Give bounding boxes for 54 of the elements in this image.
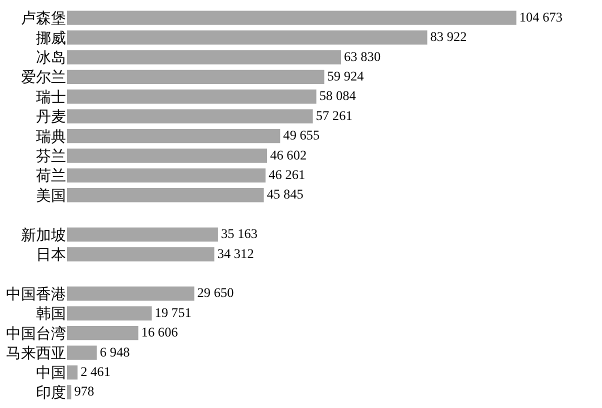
y-tick-label: 美国 (36, 187, 66, 204)
y-tick-label: 爱尔兰 (21, 69, 66, 86)
bar (67, 10, 516, 25)
data-label: 58 084 (319, 88, 356, 104)
bar (67, 365, 78, 380)
y-tick-label: 卢森堡 (21, 10, 66, 28)
bar (67, 188, 264, 202)
y-tick-label: 冰岛 (36, 49, 66, 66)
y-tick-label: 挪威 (36, 30, 66, 47)
bar (67, 128, 280, 144)
data-label: 16 606 (141, 324, 178, 340)
bar (67, 109, 313, 124)
bar (67, 50, 342, 64)
data-label: 49 655 (283, 128, 320, 143)
bar (67, 148, 268, 163)
data-label: 63 830 (344, 48, 381, 64)
data-label: 59 924 (327, 68, 364, 84)
y-tick-label: 新加坡 (21, 226, 66, 244)
y-tick-label: 瑞典 (36, 128, 66, 146)
data-label: 57 261 (316, 108, 352, 123)
data-label: 83 922 (430, 29, 467, 44)
bar (67, 306, 152, 320)
y-tick-label: 中国 (36, 364, 66, 382)
bar (67, 286, 194, 301)
data-label: 46 261 (268, 166, 306, 182)
data-label: 2 461 (80, 364, 110, 379)
y-tick-label: 马来西亚 (6, 345, 66, 362)
data-label: 978 (74, 384, 94, 399)
data-label: 29 650 (197, 285, 234, 300)
y-tick-label: 瑞士 (36, 88, 66, 106)
y-tick-label: 丹麦 (36, 108, 66, 126)
y-tick-label: 芬兰 (36, 148, 66, 165)
data-label: 19 751 (154, 304, 192, 320)
bar (67, 385, 72, 400)
y-tick-label: 中国台湾 (6, 325, 66, 342)
data-label: 104 673 (519, 9, 563, 24)
data-label: 34 312 (217, 246, 254, 261)
bar (67, 247, 214, 262)
bar (67, 30, 428, 45)
data-label: 35 163 (220, 226, 258, 242)
y-tick-label: 印度 (36, 384, 66, 402)
bar (67, 168, 266, 183)
bar (67, 70, 324, 84)
data-label: 6 948 (100, 344, 130, 360)
y-tick-label: 荷兰 (36, 168, 66, 185)
bar (67, 90, 316, 104)
y-tick-label: 中国香港 (6, 286, 66, 303)
y-tick-label: 日本 (36, 246, 66, 264)
bar (67, 326, 138, 340)
y-tick-label: 韩国 (36, 306, 66, 323)
data-label: 45 845 (266, 186, 304, 202)
bar (67, 346, 97, 360)
data-label: 46 602 (270, 147, 307, 162)
bar (67, 227, 218, 242)
